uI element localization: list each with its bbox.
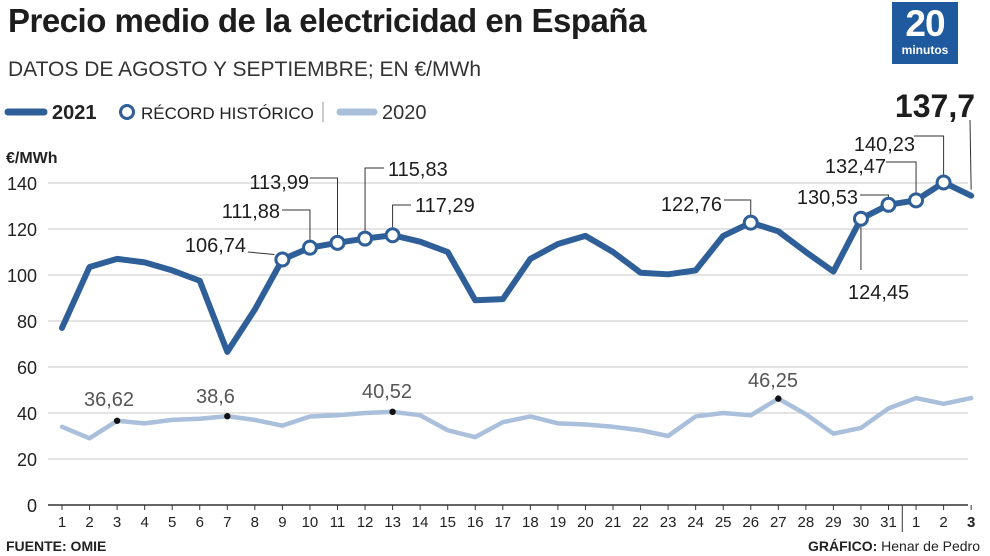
- record-marker: [274, 251, 291, 268]
- x-tick-label: 12: [357, 514, 374, 531]
- x-tick-label: 9: [278, 514, 286, 531]
- annotation-leader: [914, 135, 945, 175]
- record-marker: [908, 192, 925, 209]
- x-tick-label: 1: [58, 514, 66, 531]
- x-tick-label: 20: [577, 514, 594, 531]
- record-marker: [329, 234, 346, 251]
- annotation-label: 40,52: [362, 381, 412, 403]
- brand-logo: 20 minutos: [892, 2, 958, 64]
- annotation-label: 38,6: [196, 386, 235, 408]
- x-tick-label: 7: [223, 514, 231, 531]
- annotation-leader: [364, 167, 384, 231]
- x-tick-label: 6: [196, 514, 204, 531]
- x-tick-label: 22: [632, 514, 649, 531]
- record-marker: [852, 210, 869, 227]
- annotation-label: 111,88: [222, 201, 280, 223]
- x-tick-label: 5: [168, 514, 176, 531]
- source-note: FUENTE: OMIE: [6, 538, 107, 554]
- record-marker: [880, 196, 897, 213]
- x-tick-label: 3: [113, 514, 121, 531]
- x-tick-label: 24: [687, 514, 704, 531]
- annotation-label: 117,29: [415, 195, 475, 217]
- credit-name: Henar de Pedro: [881, 538, 980, 554]
- x-tick-label: 26: [742, 514, 759, 531]
- x-tick-label: 27: [770, 514, 787, 531]
- annotation-label: 115,83: [388, 159, 448, 181]
- annotation-leader: [392, 204, 411, 228]
- x-tick-label: 8: [251, 514, 259, 531]
- record-marker: [357, 230, 374, 247]
- y-tick-label: 140: [7, 174, 37, 194]
- annotation-leader: [886, 161, 917, 193]
- x-tick-label: 17: [494, 514, 511, 531]
- annotation-label: 130,53: [797, 187, 858, 209]
- credit-note: GRÁFICO: Henar de Pedro: [808, 538, 980, 554]
- x-tick-label: 31: [880, 514, 897, 531]
- series-line-2021: [59, 179, 975, 355]
- annotation-label: 113,99: [249, 172, 309, 194]
- chart-title: Precio medio de la electricidad en Españ…: [8, 2, 646, 39]
- legend-marker-record: [119, 104, 135, 120]
- x-tick-label: 21: [605, 514, 622, 531]
- legend-label-record: RÉCORD HISTÓRICO: [141, 104, 314, 123]
- x-tick-label: 10: [302, 514, 319, 531]
- series-line-2020: [59, 395, 974, 441]
- legend-label-2021: 2021: [52, 102, 97, 124]
- y-tick-label: 20: [17, 450, 37, 470]
- x-tick-label: 4: [140, 514, 148, 531]
- x-tick-label: 14: [412, 514, 429, 531]
- legend-label-2020: 2020: [382, 102, 427, 124]
- y-tick-label: 60: [17, 358, 37, 378]
- annotation-leader: [282, 209, 311, 240]
- x-tick-label: 11: [330, 514, 346, 531]
- y-tick-label: 0: [27, 496, 37, 516]
- x-tick-label: 18: [522, 514, 539, 531]
- annotation-leader: [860, 194, 889, 197]
- y-tick-label: 80: [17, 312, 37, 332]
- annotation-label-latest: 137,7: [895, 88, 975, 124]
- record-marker: [935, 174, 952, 191]
- annotation-leader: [310, 177, 338, 235]
- x-tick-label: 2: [939, 514, 947, 531]
- y-axis-label: €/MWh: [6, 150, 58, 167]
- logo-number: 20: [905, 3, 945, 44]
- x-tick-label: 1: [912, 514, 920, 531]
- annotation-leader: [247, 251, 275, 255]
- logo-word: minutos: [901, 43, 949, 57]
- x-tick-label: 3: [967, 514, 975, 531]
- annotation-label: 106,74: [185, 235, 246, 257]
- x-tick-label: 30: [853, 514, 870, 531]
- x-tick-label: 29: [825, 514, 842, 531]
- annotation-label: 36,62: [84, 389, 134, 411]
- annotation-label: 46,25: [748, 370, 798, 392]
- x-tick-label: 28: [798, 514, 815, 531]
- annotation-label: 124,45: [848, 282, 909, 304]
- y-tick-label: 120: [7, 220, 37, 240]
- record-marker: [384, 227, 401, 244]
- annotation-label: 122,76: [661, 194, 722, 216]
- y-tick-label: 100: [7, 266, 37, 286]
- x-tick-label: 25: [715, 514, 732, 531]
- record-marker: [301, 239, 318, 256]
- point-2020: [775, 395, 782, 402]
- x-tick-label: 13: [384, 514, 401, 531]
- point-2020: [113, 417, 121, 424]
- x-tick-label: 2: [85, 514, 93, 531]
- chart-subtitle: DATOS DE AGOSTO Y SEPTIEMBRE; EN €/MWh: [8, 58, 482, 81]
- x-tick-label: 19: [550, 514, 567, 531]
- annotation-label: 132,47: [825, 156, 886, 178]
- point-2020: [389, 408, 396, 416]
- x-tick-label: 16: [467, 514, 484, 531]
- point-2020: [224, 413, 231, 420]
- y-tick-label: 40: [17, 404, 37, 424]
- x-tick-label: 23: [660, 514, 677, 531]
- annotation-label: 140,23: [854, 134, 915, 156]
- annotation-leader: [969, 119, 972, 190]
- annotation-leader: [724, 199, 752, 215]
- credit-label: GRÁFICO:: [808, 538, 878, 554]
- x-tick-label: 15: [439, 514, 456, 531]
- record-marker: [742, 214, 759, 231]
